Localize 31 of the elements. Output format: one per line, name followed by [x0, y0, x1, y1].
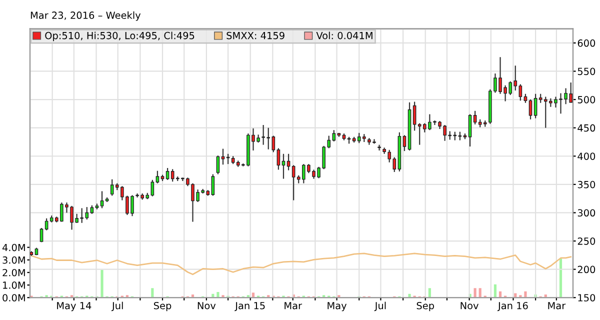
x-tick-label: Jul — [111, 302, 123, 312]
x-tick-label: Nov — [198, 302, 216, 310]
legend-label: Vol: 0.041M — [316, 32, 372, 40]
y-tick-label: 600 — [578, 39, 596, 47]
x-tick-label: Jan 16 — [498, 302, 528, 312]
y2-tick-label: 2.0M — [2, 268, 25, 276]
y-tick-label: 200 — [578, 266, 596, 274]
x-tick-label: Mar — [284, 302, 302, 310]
y-tick-label: 350 — [578, 180, 596, 188]
x-tick-label: May 14 — [57, 302, 92, 312]
x-tick-label: Jul — [374, 302, 386, 312]
legend-label: Op:510, Hi:530, Lo:495, Cl:495 — [45, 32, 194, 42]
x-tick-label: Nov — [460, 302, 478, 310]
x-tick-label: May — [328, 302, 347, 312]
y-tick-label: 450 — [578, 124, 596, 132]
y-tick-label: 500 — [578, 96, 596, 104]
y-tick-label: 300 — [578, 209, 596, 217]
y2-tick-label: 1.0M — [3, 282, 25, 289]
x-tick-label: Mar — [548, 302, 566, 310]
y2-tick-label: 4.0M — [2, 244, 25, 252]
x-tick-label: Sep — [416, 302, 434, 312]
legend-label: SMXX: 4159 — [226, 32, 284, 40]
x-tick-label: Sep — [154, 302, 172, 312]
chart-subtitle: Mar 23, 2016 – Weekly — [30, 11, 141, 21]
y2-tick-label: 0.0M — [2, 294, 25, 302]
y-tick-label: 150 — [578, 294, 596, 302]
y2-tick-label: 3.0M — [2, 256, 25, 264]
y-tick-label: 250 — [578, 237, 596, 245]
x-tick-label: Jan 15 — [234, 302, 265, 312]
y-tick-label: 400 — [578, 152, 596, 160]
y-tick-label: 550 — [578, 68, 596, 76]
